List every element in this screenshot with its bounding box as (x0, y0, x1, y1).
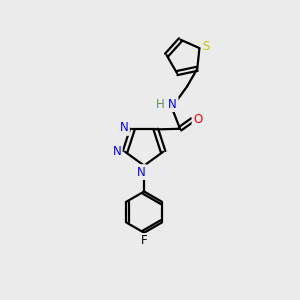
Text: N: N (168, 98, 177, 111)
Text: N: N (137, 166, 146, 178)
Text: F: F (141, 235, 147, 248)
Text: S: S (202, 40, 210, 53)
Text: O: O (193, 112, 202, 126)
Text: H: H (156, 98, 165, 111)
Text: N: N (120, 122, 128, 134)
Text: N: N (112, 145, 121, 158)
